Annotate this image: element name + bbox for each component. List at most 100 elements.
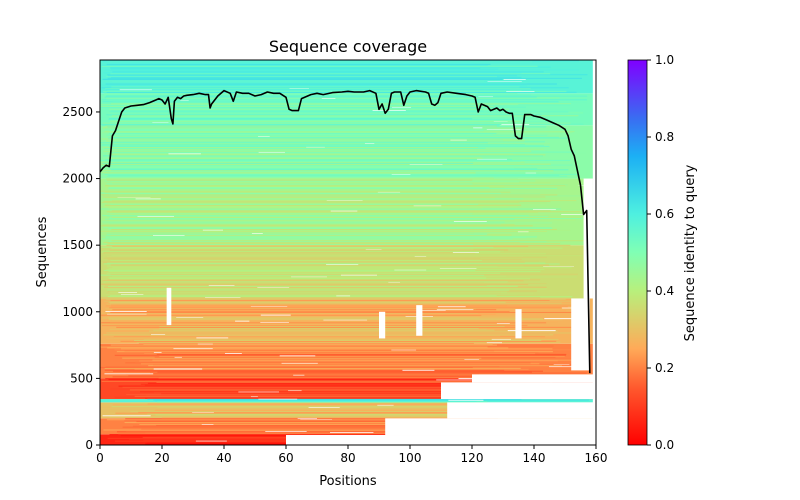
sequence-streak: [158, 377, 495, 379]
sequence-streak: [148, 365, 562, 367]
sequence-streak: [110, 76, 522, 79]
sequence-streak: [107, 242, 561, 245]
sequence-streak: [102, 224, 515, 226]
sequence-streak: [104, 313, 496, 315]
sequence-streak: [111, 275, 507, 277]
sequence-streak: [149, 333, 550, 335]
sequence-streak: [103, 61, 511, 64]
sequence-streak: [104, 69, 579, 71]
sequence-streak: [100, 225, 533, 227]
sequence-streak: [108, 277, 487, 279]
sequence-streak: [105, 186, 505, 188]
sequence-streak: [104, 197, 496, 199]
sequence-streak: [101, 124, 500, 126]
sequence-streak: [105, 218, 515, 220]
gap: [151, 334, 166, 335]
sequence-streak: [101, 172, 476, 174]
x-tick-label: 60: [278, 451, 293, 465]
sequence-streak: [107, 215, 549, 217]
sequence-streak: [116, 326, 583, 328]
sequence-streak: [105, 109, 583, 111]
sequence-streak: [102, 101, 559, 103]
sequence-streak: [109, 117, 473, 120]
sequence-streak: [101, 322, 547, 324]
sequence-streak: [106, 211, 582, 213]
gap: [119, 89, 152, 91]
gap: [512, 392, 540, 394]
sequence-streak: [108, 171, 496, 173]
sequence-streak: [111, 115, 579, 117]
x-tick-label: 20: [154, 451, 169, 465]
sequence-streak: [109, 434, 508, 436]
sequence-streak: [109, 79, 506, 81]
sequence-streak: [110, 209, 580, 211]
sequence-streak: [112, 121, 504, 123]
colorbar-tick-label: 1.0: [655, 53, 674, 67]
gap: [402, 369, 435, 371]
gap: [224, 353, 242, 354]
sequence-streak: [155, 414, 577, 416]
gap: [441, 382, 596, 400]
sequence-streak: [101, 99, 587, 101]
sequence-streak: [100, 117, 529, 119]
gap: [323, 319, 368, 321]
x-tick-label: 160: [585, 451, 608, 465]
sequence-streak: [154, 356, 556, 358]
sequence-streak: [113, 337, 541, 339]
sequence-streak: [108, 316, 523, 318]
sequence-streak: [107, 158, 483, 160]
sequence-streak: [102, 78, 503, 80]
sequence-streak: [107, 133, 493, 135]
gap: [385, 418, 596, 436]
sequence-streak: [107, 62, 474, 65]
y-axis-label: Sequences: [35, 216, 50, 287]
sequence-streak: [100, 208, 561, 210]
gap: [297, 417, 317, 419]
sequence-streak: [103, 227, 552, 229]
sequence-streak: [103, 263, 560, 265]
sequence-streak: [110, 321, 558, 323]
sequence-streak: [112, 81, 524, 83]
sequence-streak: [100, 260, 539, 262]
sequence-streak: [103, 155, 543, 157]
sequence-streak: [101, 194, 558, 196]
sequence-streak: [109, 70, 495, 72]
x-tick-label: 0: [96, 451, 104, 465]
sequence-streak: [139, 360, 558, 362]
sequence-streak: [103, 72, 522, 74]
sequence-streak: [109, 132, 497, 134]
sequence-streak: [133, 339, 542, 341]
sequence-streak: [114, 349, 578, 351]
sequence-streak: [103, 150, 532, 152]
sequence-streak: [100, 142, 488, 144]
sequence-streak: [122, 357, 482, 359]
sequence-streak: [118, 433, 583, 435]
sequence-streak: [135, 361, 558, 363]
chart-title: Sequence coverage: [269, 37, 427, 56]
sequence-streak: [109, 307, 561, 309]
sequence-streak: [112, 71, 544, 73]
sequence-streak: [102, 122, 571, 124]
gap: [507, 330, 556, 332]
gap: [379, 311, 386, 339]
gap: [458, 378, 506, 380]
sequence-streak: [110, 306, 568, 308]
gap: [515, 309, 522, 339]
sequence-streak: [154, 352, 539, 354]
sequence-streak: [111, 156, 475, 158]
sequence-streak: [100, 163, 551, 165]
gap: [544, 318, 590, 320]
sequence-streak: [100, 283, 529, 286]
sequence-streak: [103, 281, 508, 283]
sequence-streak: [138, 411, 500, 413]
sequence-streak: [108, 207, 483, 209]
sequence-streak: [105, 294, 518, 296]
sequence-streak: [108, 137, 569, 139]
sequence-streak: [106, 338, 478, 340]
gap: [372, 110, 406, 111]
sequence-streak: [106, 134, 548, 136]
sequence-streak: [106, 89, 510, 91]
sequence-streak: [110, 344, 497, 346]
gap: [251, 233, 263, 234]
colorbar-tick-label: 0.2: [655, 361, 674, 375]
